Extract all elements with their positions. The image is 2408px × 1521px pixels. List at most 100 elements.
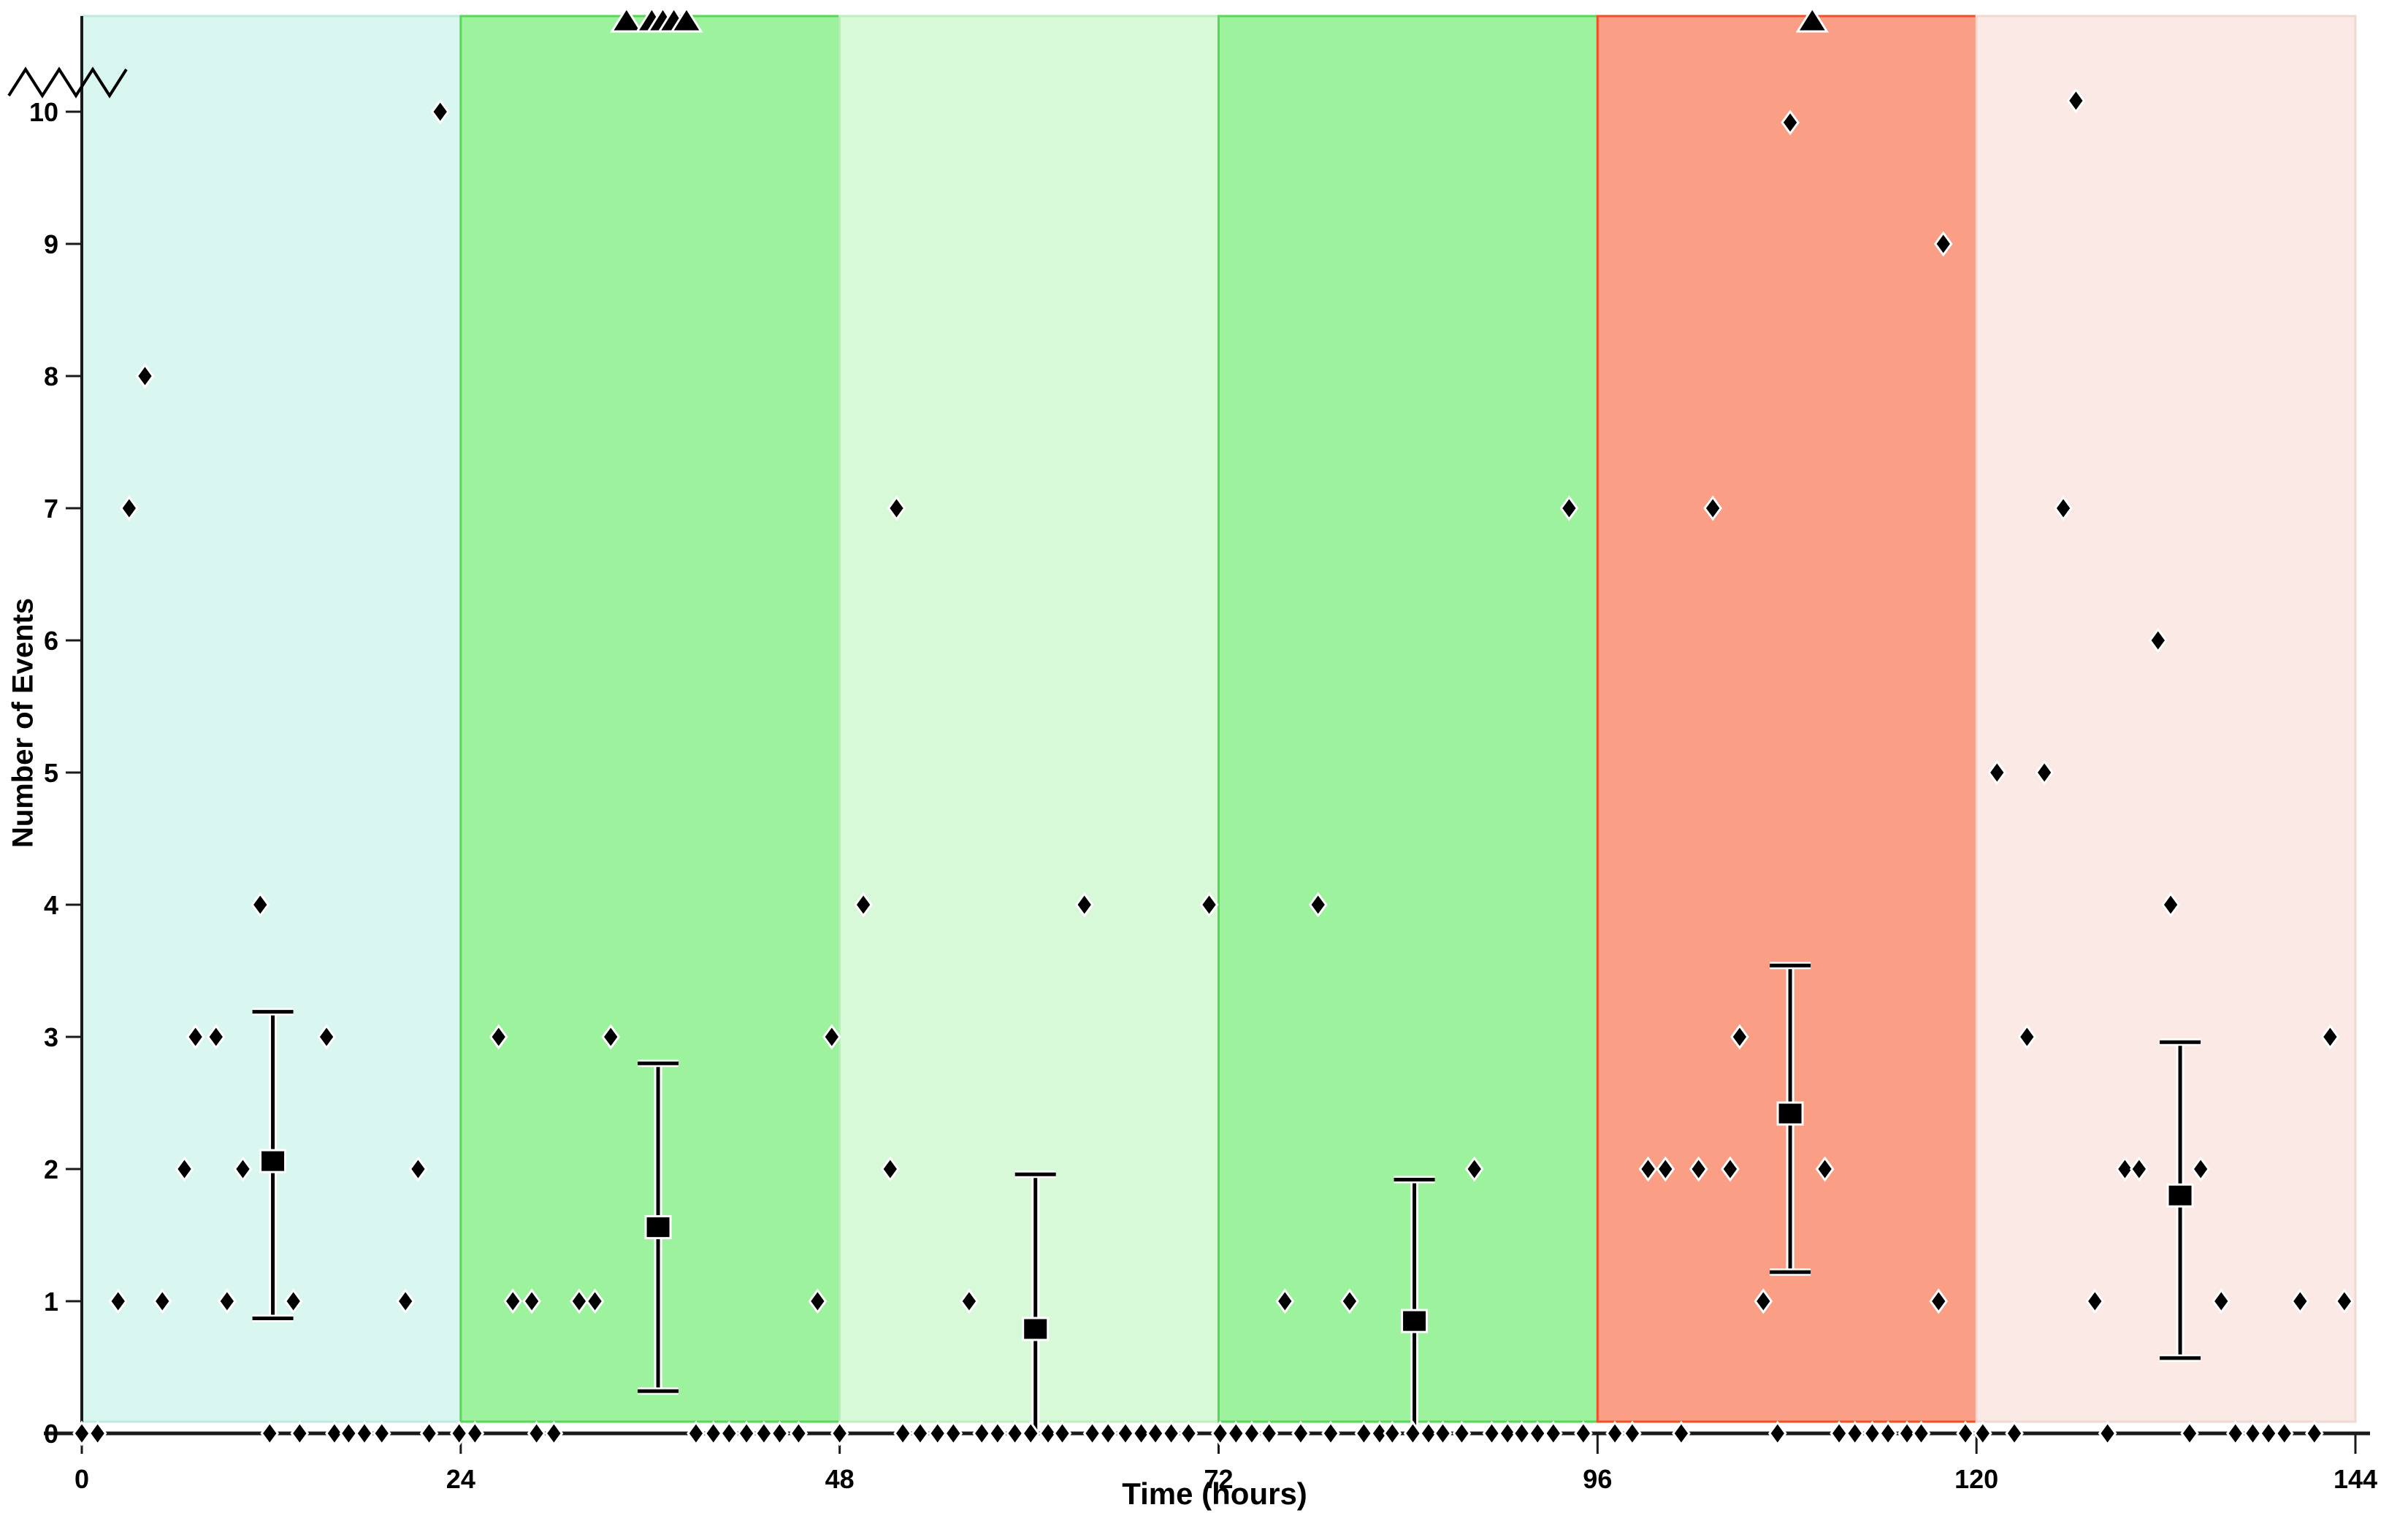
diamond-marker xyxy=(880,1156,900,1182)
diamond-marker xyxy=(808,1288,827,1314)
x-tick-label: 120 xyxy=(1954,1464,1998,1494)
diamond-marker xyxy=(465,1420,485,1447)
diamond-marker xyxy=(2098,1420,2117,1447)
diamond-marker xyxy=(2161,892,2180,918)
diamond-marker xyxy=(830,1420,849,1447)
y-tick-label: 6 xyxy=(44,626,58,656)
diamond-marker xyxy=(1340,1288,1359,1314)
diamond-marker xyxy=(2212,1288,2231,1314)
diamond-marker xyxy=(1370,1420,1389,1447)
diamond-marker xyxy=(1498,1420,1517,1447)
diamond-marker xyxy=(1383,1420,1402,1447)
diamond-marker xyxy=(503,1288,523,1314)
diamond-marker xyxy=(1433,1420,1453,1447)
diamond-marker xyxy=(2304,1420,2324,1447)
y-tick-label: 1 xyxy=(44,1287,58,1317)
diamond-marker xyxy=(770,1420,790,1447)
diamond-marker xyxy=(1512,1420,1532,1447)
diamond-marker xyxy=(119,495,139,521)
band-48-72h xyxy=(838,15,1220,1423)
diamond-marker xyxy=(522,1288,541,1314)
mean-square-marker xyxy=(1776,1101,1804,1126)
diamond-marker xyxy=(260,1420,280,1447)
y-tick-label: 5 xyxy=(44,758,58,788)
diamond-marker xyxy=(1005,1420,1025,1447)
diamond-marker xyxy=(1082,1420,1102,1447)
diamond-marker xyxy=(218,1288,237,1314)
x-tick-label: 72 xyxy=(1204,1464,1233,1494)
diamond-marker xyxy=(2085,1288,2105,1314)
diamond-marker xyxy=(449,1420,469,1447)
offscale-triangle-marker xyxy=(1795,6,1830,33)
diamond-marker xyxy=(1815,1156,1835,1182)
diamond-marker xyxy=(585,1288,605,1314)
y-tick-label: 0 xyxy=(44,1419,58,1449)
diamond-marker xyxy=(355,1420,374,1447)
diamond-marker xyxy=(527,1420,546,1447)
diamond-marker xyxy=(1897,1420,1916,1447)
band-72-96h xyxy=(1218,15,1599,1423)
diamond-marker xyxy=(1321,1420,1340,1447)
diamond-marker xyxy=(233,1156,253,1182)
diamond-marker xyxy=(108,1288,128,1314)
diamond-marker xyxy=(687,1420,706,1447)
diamond-marker xyxy=(987,1420,1007,1447)
diamond-marker xyxy=(1291,1420,1310,1447)
diamond-marker xyxy=(1226,1420,1246,1447)
diamond-marker xyxy=(206,1024,226,1050)
diamond-marker xyxy=(283,1288,303,1314)
diamond-marker xyxy=(822,1024,841,1050)
offscale-triangle-marker xyxy=(610,6,643,33)
diamond-marker xyxy=(372,1420,391,1447)
diamond-marker xyxy=(408,1156,428,1182)
diamond-marker xyxy=(2054,495,2073,521)
y-tick-label: 3 xyxy=(44,1022,58,1052)
diamond-marker xyxy=(887,495,906,521)
diamond-marker xyxy=(339,1420,359,1447)
diamond-marker xyxy=(719,1420,739,1447)
mean-square-marker xyxy=(1401,1309,1429,1333)
diamond-marker xyxy=(2335,1288,2354,1314)
diamond-marker xyxy=(1605,1420,1624,1447)
diamond-marker xyxy=(2180,1420,2199,1447)
diamond-marker xyxy=(1116,1420,1135,1447)
diamond-marker xyxy=(854,892,873,918)
diamond-marker xyxy=(1973,1420,1992,1447)
x-tick-label: 24 xyxy=(446,1464,475,1494)
x-tick-label: 48 xyxy=(825,1464,855,1494)
diamond-marker xyxy=(1933,231,1953,257)
diamond-marker xyxy=(489,1024,508,1050)
diamond-marker xyxy=(601,1024,621,1050)
diamond-marker xyxy=(186,1024,205,1050)
diamond-marker xyxy=(1179,1420,1199,1447)
diamond-marker xyxy=(317,1024,336,1050)
diamond-marker xyxy=(2290,1288,2310,1314)
diamond-marker xyxy=(2274,1420,2294,1447)
diamond-marker xyxy=(1275,1288,1295,1314)
diamond-marker xyxy=(1830,1420,1849,1447)
diamond-marker xyxy=(1021,1420,1041,1447)
diamond-marker xyxy=(1956,1420,1975,1447)
y-tick-label: 8 xyxy=(44,361,58,391)
y-tick-label: 9 xyxy=(44,229,58,259)
diamond-marker xyxy=(1845,1420,1865,1447)
above-break-diamond-marker xyxy=(2066,88,2086,114)
diamond-marker xyxy=(1911,1420,1931,1447)
diamond-marker xyxy=(1878,1420,1897,1447)
y-axis-title: Number of Events xyxy=(7,597,39,848)
diamond-marker xyxy=(754,1420,773,1447)
diamond-marker xyxy=(1354,1420,1374,1447)
band-24-48h xyxy=(459,15,841,1423)
diamond-marker xyxy=(2259,1420,2278,1447)
diamond-marker xyxy=(703,1420,723,1447)
diamond-marker xyxy=(1656,1156,1675,1182)
diamond-marker xyxy=(1308,892,1328,918)
y-tick-label: 10 xyxy=(29,97,58,127)
diamond-marker xyxy=(430,99,450,125)
diamond-marker xyxy=(1754,1288,1773,1314)
diamond-marker xyxy=(789,1420,809,1447)
diamond-marker xyxy=(1528,1420,1548,1447)
diamond-marker xyxy=(960,1288,979,1314)
